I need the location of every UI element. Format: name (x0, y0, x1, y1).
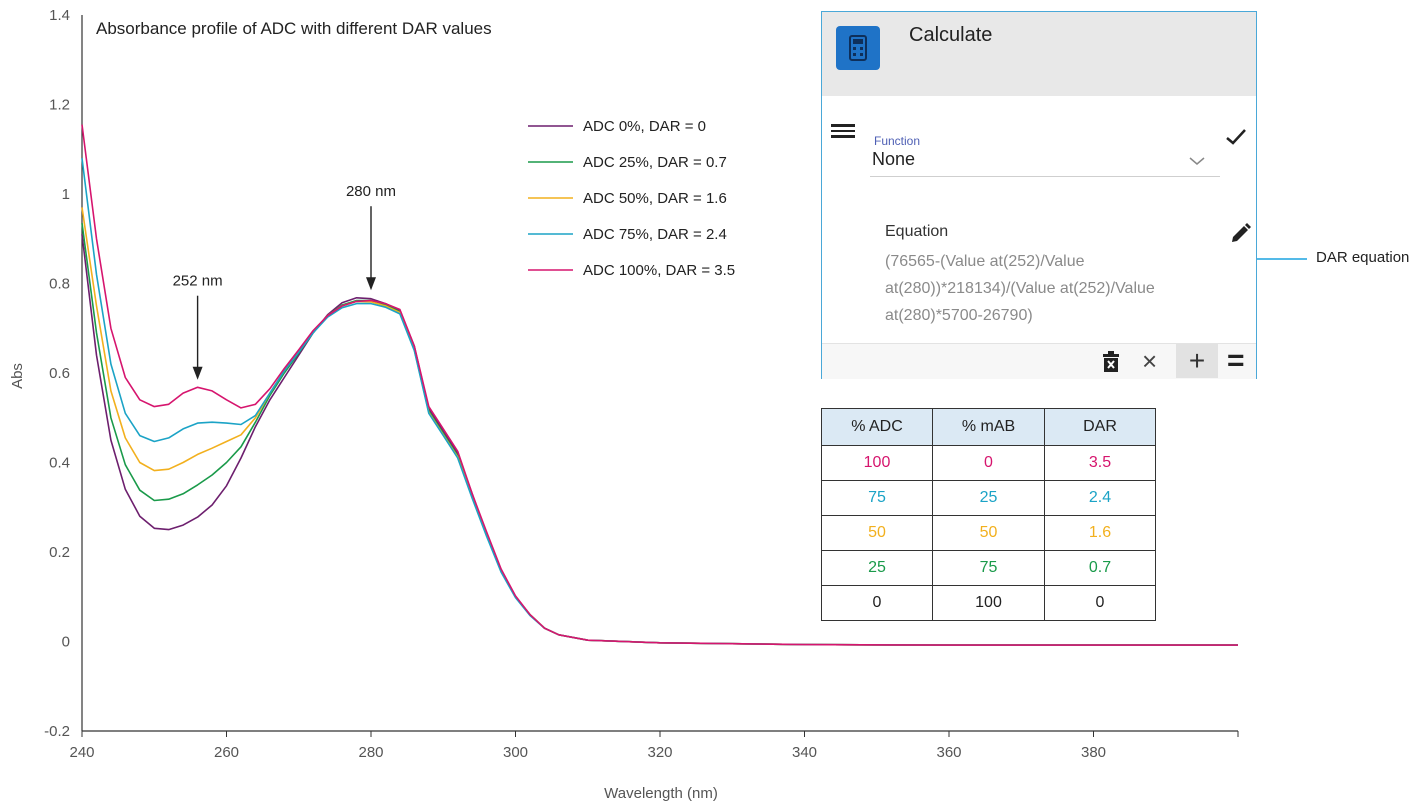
x-axis-title: Wavelength (nm) (604, 785, 718, 802)
table-cell: 100 (821, 445, 933, 481)
chart-legend: ADC 0%, DAR = 0 ADC 25%, DAR = 0.7 ADC 50%… (528, 118, 735, 279)
table-cell: 0.7 (1044, 550, 1156, 586)
table-row: 0 100 0 (821, 585, 1156, 621)
table-header-dar: DAR (1044, 408, 1156, 446)
calculate-header: Calculate (822, 12, 1256, 96)
y-tick-label: 1.2 (49, 97, 70, 114)
table-cell: 25 (821, 550, 933, 586)
table-cell: 3.5 (1044, 445, 1156, 481)
table-cell: 25 (932, 480, 1045, 516)
x-tick-label: 300 (503, 744, 528, 761)
table-row: 50 50 1.6 (821, 515, 1156, 551)
checkmark-icon[interactable] (1225, 128, 1247, 151)
legend-label-2: ADC 50%, DAR = 1.6 (583, 190, 727, 207)
legend-label-4: ADC 100%, DAR = 3.5 (583, 262, 735, 279)
chart-title: Absorbance profile of ADC with different… (96, 19, 492, 38)
chart-axes: 240 260 280 300 320 340 360 380 -0.2 0 0.2 0.4 0.6 0.… (44, 7, 1239, 761)
pencil-icon[interactable] (1228, 222, 1252, 251)
trash-icon[interactable] (1102, 351, 1120, 378)
y-tick-label: 0.4 (49, 455, 70, 472)
x-tick-label: 380 (1081, 744, 1106, 761)
add-button[interactable]: + (1176, 344, 1218, 378)
calculate-title: Calculate (909, 24, 993, 46)
function-label: Function (874, 134, 921, 148)
dar-equation-callout: DAR equation (1316, 249, 1410, 266)
equation-value[interactable]: (76565-(Value at(252)/Value at(280))*218… (885, 253, 1155, 324)
calculate-footer: × + = (822, 343, 1256, 379)
annotation-label-1: 280 nm (346, 183, 396, 200)
y-tick-label: 1.4 (49, 7, 70, 24)
dar-table: % ADC % mAB DAR 100 0 3.5 75 25 2.4 50 50 1.6 25 7… (821, 408, 1156, 621)
chart-annotations: 252 nm 280 nm (173, 183, 396, 380)
x-tick-label: 240 (69, 744, 94, 761)
legend-label-3: ADC 75%, DAR = 2.4 (583, 226, 727, 243)
table-cell: 0 (932, 445, 1045, 481)
x-tick-label: 340 (792, 744, 817, 761)
close-button[interactable]: × (1142, 346, 1158, 376)
legend-label-1: ADC 25%, DAR = 0.7 (583, 154, 727, 171)
annotation-label-0: 252 nm (173, 273, 223, 290)
equation-label: Equation (885, 223, 949, 240)
table-cell: 0 (1044, 585, 1156, 621)
function-underline (870, 176, 1220, 177)
table-header-adc: % ADC (821, 408, 933, 446)
y-tick-label: 0.2 (49, 544, 70, 561)
table-cell: 75 (932, 550, 1045, 586)
table-row: 100 0 3.5 (821, 445, 1156, 481)
annotation-arrowhead-0 (192, 366, 203, 380)
legend-label-0: ADC 0%, DAR = 0 (583, 118, 706, 135)
equals-button[interactable]: = (1227, 344, 1245, 377)
x-tick-label: 260 (214, 744, 239, 761)
y-tick-label: 0 (62, 634, 70, 651)
table-cell: 50 (932, 515, 1045, 551)
table-header-mab: % mAB (932, 408, 1045, 446)
series-line-4 (81, 124, 1238, 646)
drag-handle-icon[interactable] (831, 124, 855, 141)
table-cell: 75 (821, 480, 933, 516)
table-cell: 100 (932, 585, 1045, 621)
x-tick-label: 320 (647, 744, 672, 761)
calculate-panel: Calculate Function None Equation (76565-… (821, 11, 1257, 379)
function-select[interactable]: None (872, 149, 916, 169)
table-header-row: % ADC % mAB DAR (821, 408, 1156, 446)
y-tick-label: -0.2 (44, 723, 70, 740)
y-tick-label: 0.6 (49, 365, 70, 382)
x-tick-label: 360 (936, 744, 961, 761)
chevron-down-icon[interactable] (1189, 153, 1205, 171)
table-cell: 2.4 (1044, 480, 1156, 516)
table-row: 75 25 2.4 (821, 480, 1156, 516)
calculator-icon (836, 26, 880, 70)
series-layer (81, 124, 1238, 646)
annotation-arrowhead-1 (366, 277, 376, 291)
table-row: 25 75 0.7 (821, 550, 1156, 586)
table-cell: 1.6 (1044, 515, 1156, 551)
x-tick-label: 280 (358, 744, 383, 761)
y-tick-label: 0.8 (49, 276, 70, 293)
table-cell: 50 (821, 515, 933, 551)
table-cell: 0 (821, 585, 933, 621)
y-tick-label: 1 (62, 186, 70, 203)
y-axis-title: Abs (9, 363, 26, 389)
